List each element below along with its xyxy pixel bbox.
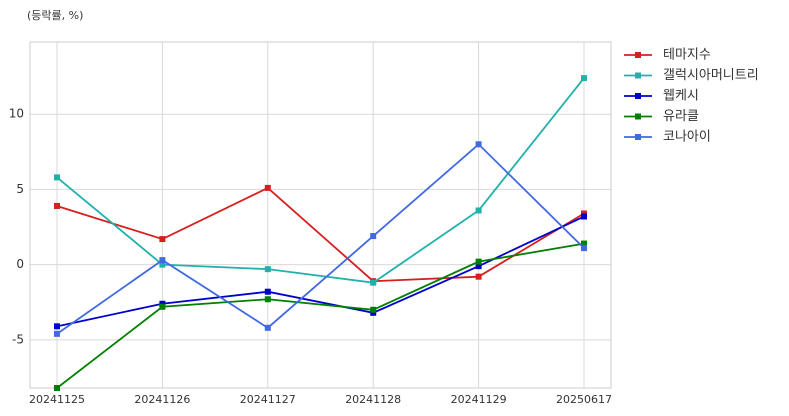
legend-marker: [635, 72, 641, 79]
point-marker: [475, 141, 482, 148]
legend-label: 갤럭시아머니트리: [663, 68, 759, 83]
y-tick-label: 0: [16, 257, 24, 271]
point-marker: [370, 309, 377, 316]
point-marker: [159, 261, 166, 268]
point-marker: [264, 288, 271, 295]
x-tick-label: 20241128: [345, 393, 401, 406]
point-marker: [475, 258, 482, 265]
point-marker: [54, 385, 60, 391]
point-marker: [264, 296, 271, 303]
y-tick-label: 5: [16, 182, 24, 196]
point-marker: [475, 207, 482, 214]
x-tick-label: 20241127: [240, 393, 296, 406]
legend-marker: [635, 93, 641, 99]
legend-label: 코나아이: [663, 130, 711, 145]
y-tick-label: -5: [12, 332, 24, 346]
point-marker: [159, 257, 166, 264]
point-marker: [370, 233, 377, 240]
point-marker: [264, 324, 271, 331]
series-line: [56, 77, 585, 284]
legend-label: 테마지수: [663, 48, 711, 63]
point-marker: [159, 303, 166, 310]
x-tick-label: 20241125: [29, 393, 85, 406]
legend-label: 웹케시: [663, 89, 699, 104]
series-line: [56, 242, 585, 389]
point-marker: [159, 236, 166, 243]
point-marker: [264, 184, 271, 191]
x-tick-label: 20241129: [451, 393, 507, 406]
series-line: [56, 215, 585, 328]
point-marker: [581, 245, 587, 252]
point-marker: [54, 202, 60, 209]
x-tick-label: 20241126: [134, 393, 190, 406]
point-marker: [54, 330, 60, 337]
legend-marker: [635, 134, 641, 140]
point-marker: [370, 306, 377, 313]
point-marker: [475, 273, 482, 280]
y-axis-label: (등락률, %): [27, 9, 83, 22]
point-marker: [581, 75, 587, 82]
point-marker: [264, 266, 271, 273]
point-marker: [54, 323, 60, 330]
point-marker: [581, 240, 587, 247]
point-marker: [159, 300, 166, 307]
series-line: [56, 186, 585, 283]
legend-marker: [635, 52, 641, 58]
series-line: [56, 143, 585, 335]
point-marker: [370, 279, 377, 286]
plot-frame: [29, 41, 612, 389]
point-marker: [581, 210, 587, 217]
y-tick-label: 10: [9, 107, 24, 121]
x-tick-label: 20250617: [556, 393, 612, 406]
legend-marker: [635, 113, 641, 120]
point-marker: [475, 263, 482, 270]
point-marker: [54, 174, 60, 181]
legend-label: 유라클: [663, 109, 699, 124]
point-marker: [581, 213, 587, 220]
